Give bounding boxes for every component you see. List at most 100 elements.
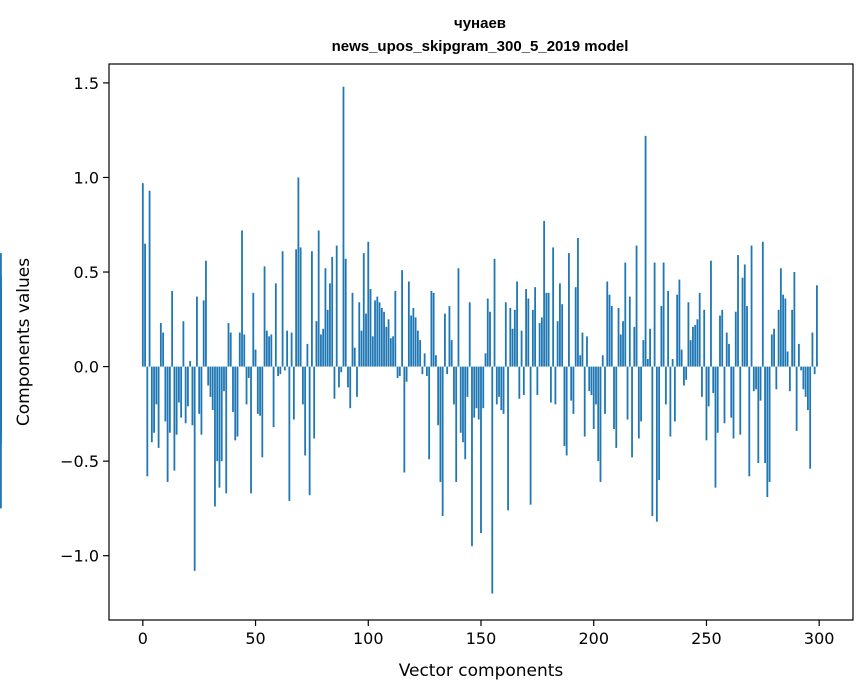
- bar: [712, 366, 715, 394]
- bar: [477, 366, 480, 420]
- bar: [146, 366, 149, 477]
- bar: [590, 366, 593, 395]
- bar: [428, 366, 431, 460]
- bar: [811, 332, 814, 367]
- bar: [331, 256, 334, 367]
- bar: [153, 366, 155, 433]
- bar: [362, 253, 365, 367]
- y-tick-label: −0.5: [60, 452, 99, 471]
- bar: [220, 366, 223, 462]
- plot-area-frame: [108, 63, 854, 621]
- bar: [635, 245, 638, 367]
- bar: [175, 366, 178, 435]
- bar: [599, 366, 602, 482]
- bar: [511, 328, 514, 367]
- bar: [534, 287, 537, 367]
- bar: [164, 366, 167, 422]
- bar: [486, 298, 489, 367]
- bar: [662, 262, 665, 367]
- bar: [272, 366, 275, 428]
- bar: [482, 366, 485, 409]
- bar: [150, 366, 153, 443]
- bar: [498, 366, 500, 397]
- bar: [216, 366, 219, 462]
- bar: [304, 366, 307, 456]
- bar: [766, 366, 769, 498]
- bar: [144, 243, 146, 367]
- bar: [527, 298, 530, 367]
- bar: [649, 328, 651, 367]
- bar: [288, 366, 291, 501]
- bar: [779, 268, 782, 367]
- bar: [788, 366, 791, 392]
- bar: [344, 258, 347, 367]
- bar: [448, 306, 451, 367]
- bar: [597, 366, 600, 462]
- bar: [198, 366, 201, 414]
- bar: [770, 334, 773, 367]
- bar: [631, 366, 633, 458]
- bar: [171, 290, 174, 367]
- bar: [313, 366, 316, 439]
- bar: [205, 260, 207, 367]
- bar: [338, 366, 340, 388]
- bar: [721, 309, 724, 367]
- bar: [626, 366, 629, 420]
- bar: [252, 292, 255, 367]
- bar: [757, 366, 760, 464]
- bar: [196, 296, 198, 367]
- bar: [475, 366, 478, 409]
- bar: [653, 262, 656, 367]
- bar: [640, 366, 642, 422]
- bar: [225, 366, 228, 494]
- bar: [444, 313, 446, 367]
- bar: [243, 334, 246, 367]
- bar: [755, 366, 757, 390]
- bar: [322, 328, 325, 367]
- bar: [335, 245, 338, 367]
- bar: [0, 343, 2, 367]
- bar: [308, 366, 311, 496]
- bar: [446, 366, 449, 375]
- bar: [493, 258, 496, 367]
- bar: [324, 268, 327, 367]
- bar: [660, 306, 663, 367]
- bar: [595, 366, 597, 405]
- bar: [265, 330, 268, 367]
- bar: [317, 230, 320, 367]
- bar: [349, 366, 352, 409]
- bar: [619, 334, 622, 367]
- bar: [807, 366, 809, 411]
- bar: [750, 245, 753, 367]
- bar: [403, 366, 406, 473]
- x-tick-label: 250: [691, 629, 722, 648]
- bar: [813, 366, 816, 375]
- bar: [678, 279, 681, 367]
- bar: [371, 336, 374, 367]
- bar: [141, 183, 144, 367]
- bar: [705, 366, 708, 441]
- x-tick-label: 0: [138, 629, 148, 648]
- bar: [525, 289, 527, 367]
- bar: [410, 315, 413, 367]
- bar: [419, 340, 422, 367]
- bar: [719, 315, 721, 367]
- bar: [462, 366, 464, 443]
- bar: [554, 366, 557, 405]
- y-tick-label: −1.0: [60, 547, 99, 566]
- bar: [180, 366, 183, 418]
- bar: [610, 306, 613, 367]
- bar: [351, 292, 354, 367]
- bar: [281, 251, 284, 367]
- bar: [495, 366, 498, 405]
- bar: [166, 366, 169, 482]
- bar: [563, 366, 566, 447]
- chart-subtitle: news_upos_skipgram_300_5_2019 model: [332, 38, 629, 55]
- bar: [376, 296, 379, 367]
- bar: [227, 323, 230, 367]
- bar: [295, 249, 298, 367]
- bar: [710, 260, 712, 367]
- bar: [329, 283, 331, 367]
- bar: [579, 355, 582, 367]
- bar: [565, 366, 568, 456]
